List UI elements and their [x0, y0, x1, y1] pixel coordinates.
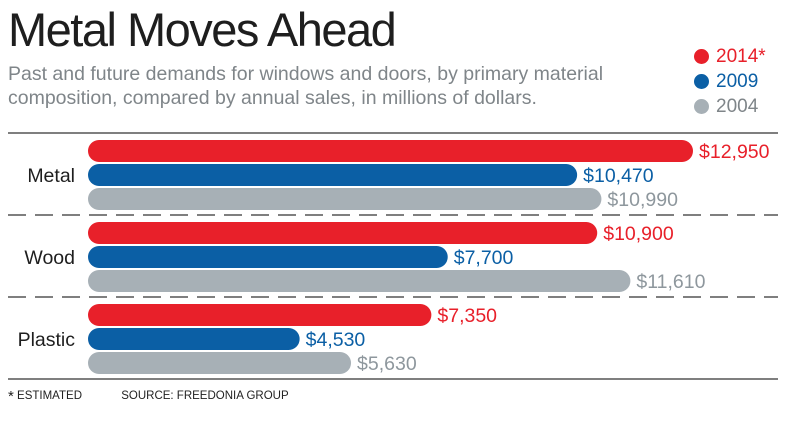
bar-wood-2009 [88, 246, 448, 268]
legend-swatch-2014 [694, 49, 709, 64]
bar-metal-2009 [88, 164, 578, 186]
data-label-metal-2009: $10,470 [583, 165, 654, 187]
chart-title: Metal Moves Ahead [8, 3, 397, 56]
bar-plastic-2009 [88, 328, 300, 350]
footnote-text: ESTIMATED [17, 390, 83, 402]
category-label-plastic: Plastic [18, 329, 76, 351]
legend-item-2009: 2009 [694, 69, 766, 94]
bar-metal-2004 [88, 188, 602, 210]
data-label-wood-2009: $7,700 [454, 247, 514, 269]
legend-label-2014: 2014* [716, 46, 766, 67]
legend: 2014* 2009 2004 [694, 44, 766, 119]
data-label-metal-2004: $10,990 [607, 189, 678, 211]
chart-subtitle: Past and future demands for windows and … [8, 63, 604, 109]
bar-wood-2014 [88, 222, 598, 244]
legend-label-2004: 2004 [716, 96, 759, 117]
legend-swatch-2009 [694, 74, 709, 89]
legend-label-2009: 2009 [716, 71, 759, 92]
footnote-mark: * [8, 388, 14, 405]
legend-item-2004: 2004 [694, 94, 766, 119]
data-label-plastic-2004: $5,630 [357, 353, 417, 375]
data-label-metal-2014: $12,950 [699, 141, 770, 163]
bar-plastic-2004 [88, 352, 352, 374]
source-text: SOURCE: FREEDONIA GROUP [121, 390, 289, 402]
legend-swatch-2004 [694, 99, 709, 114]
legend-item-2014: 2014* [694, 44, 766, 69]
data-label-wood-2004: $11,610 [636, 271, 705, 293]
category-label-wood: Wood [24, 247, 75, 269]
bar-plastic-2014 [88, 304, 432, 326]
category-label-metal: Metal [27, 165, 75, 187]
data-label-wood-2014: $10,900 [603, 223, 674, 245]
data-label-plastic-2014: $7,350 [437, 305, 497, 327]
bar-metal-2014 [88, 140, 693, 162]
footer: * ESTIMATED SOURCE: FREEDONIA GROUP [8, 388, 289, 405]
data-label-plastic-2009: $4,530 [306, 329, 366, 351]
bar-wood-2004 [88, 270, 631, 292]
